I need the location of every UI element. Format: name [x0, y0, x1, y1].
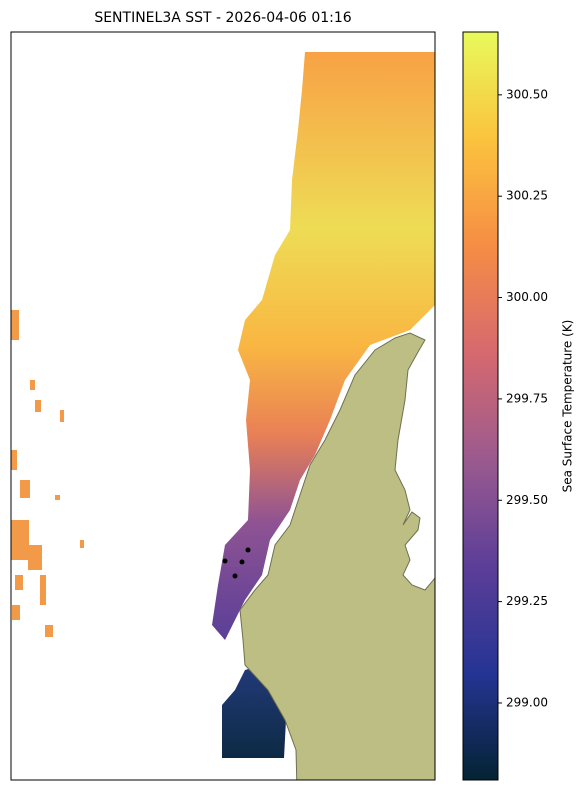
colorbar-tick-label: 299.25	[506, 594, 548, 608]
station-points	[222, 547, 251, 579]
colorbar-tick-label: 300.00	[506, 290, 548, 304]
colorbar	[462, 31, 499, 781]
colorbar-tick-label: 299.75	[506, 391, 548, 405]
colorbar-tick-label: 300.50	[506, 87, 548, 101]
map-area	[11, 32, 435, 780]
sst-scatter	[11, 310, 84, 637]
colorbar-label: Sea Surface Temperature (K)	[561, 320, 575, 493]
colorbar-tick-label: 300.25	[506, 189, 548, 203]
sst-swath	[212, 52, 435, 640]
map-title: SENTINEL3A SST - 2026-04-06 01:16	[94, 10, 351, 26]
land	[239, 332, 435, 780]
colorbar-tick-label: 299.50	[506, 493, 548, 507]
colorbar-tick-label: 299.00	[506, 695, 548, 709]
map-frame	[10, 31, 436, 781]
